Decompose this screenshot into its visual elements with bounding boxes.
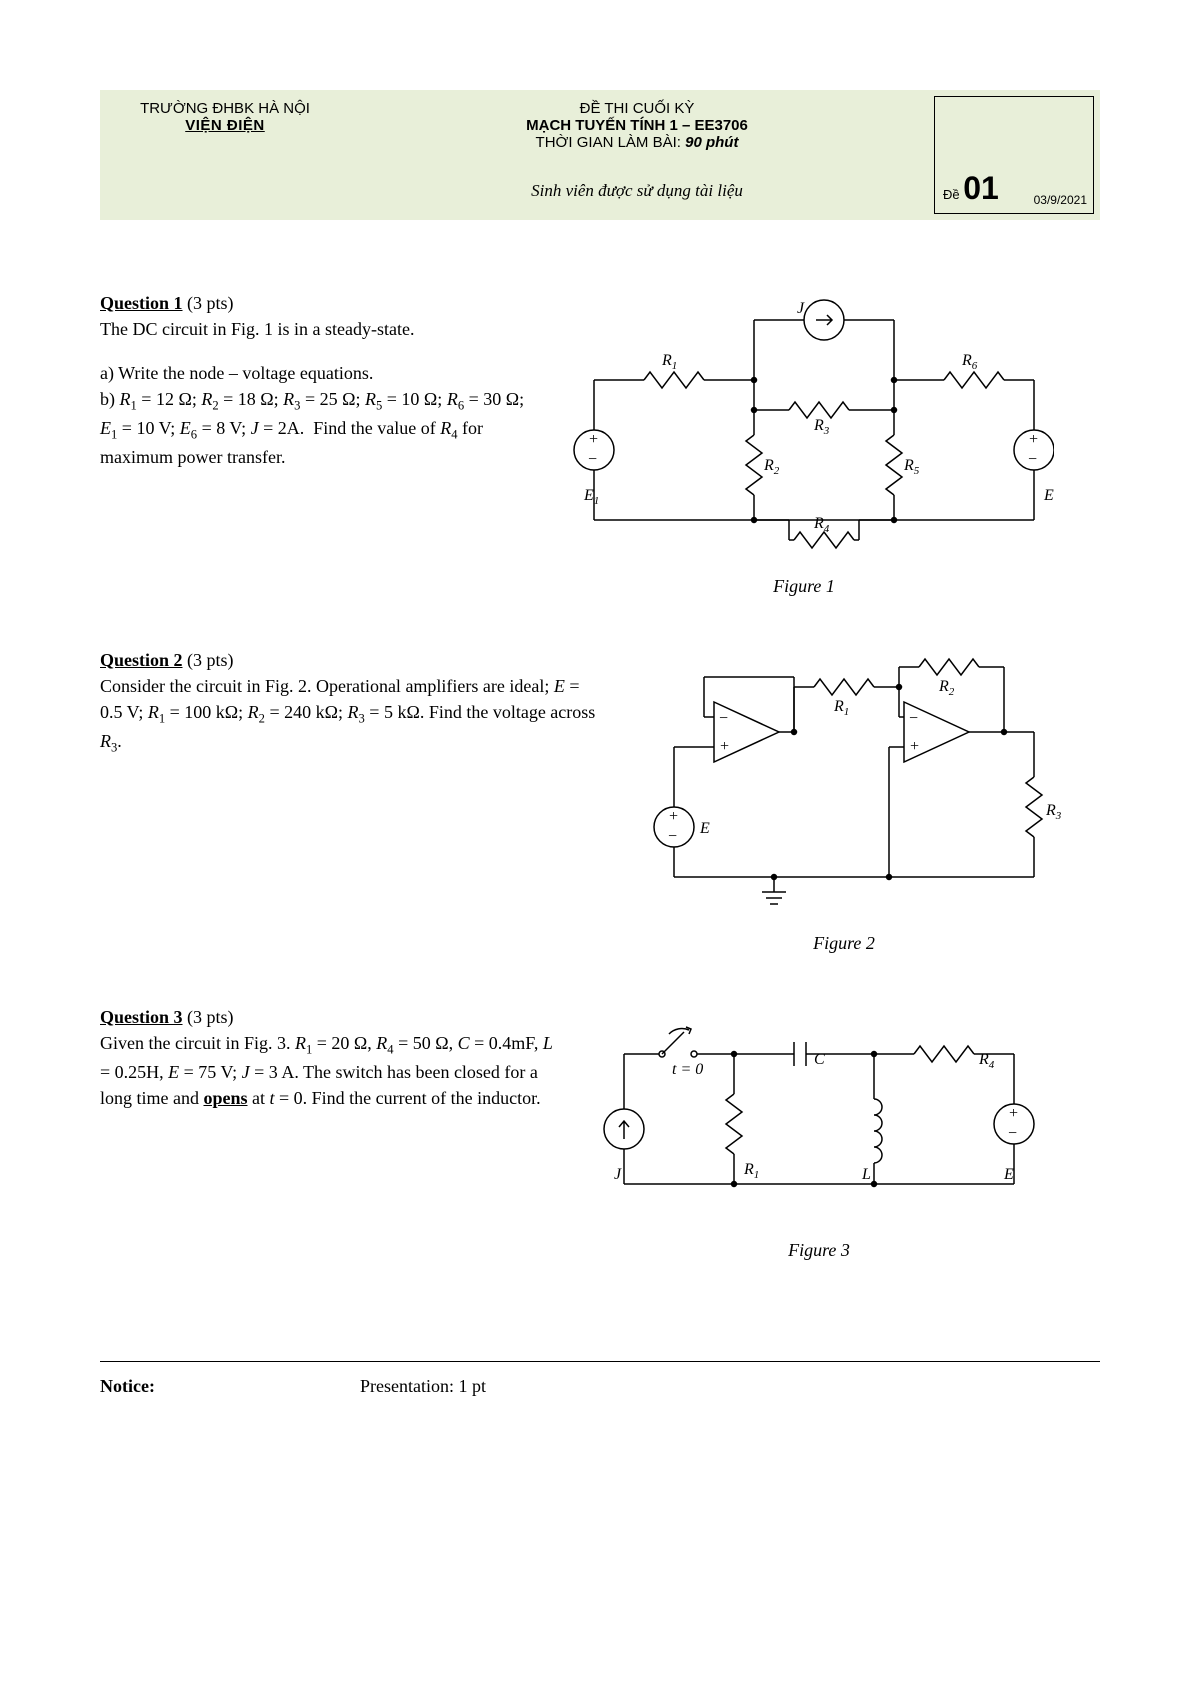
exam-page: TRƯỜNG ĐHBK HÀ NỘI VIỆN ĐIỆN ĐỀ THI CUỐI… [0, 0, 1200, 1457]
svg-text:L: L [861, 1166, 871, 1183]
figure-3-caption: Figure 3 [584, 1240, 1054, 1261]
header-left: TRƯỜNG ĐHBK HÀ NỘI VIỆN ĐIỆN [100, 90, 340, 220]
svg-text:+: + [668, 808, 679, 825]
question-2: Question 2 (3 pts) Consider the circuit … [100, 647, 1100, 954]
svg-text:R2: R2 [763, 457, 780, 477]
q1-points: (3 pts) [187, 293, 234, 313]
question-1: Question 1 (3 pts) The DC circuit in Fig… [100, 290, 1100, 597]
svg-text:−: − [909, 710, 918, 727]
q1-text: Question 1 (3 pts) The DC circuit in Fig… [100, 290, 530, 470]
svg-text:R1: R1 [743, 1161, 759, 1181]
svg-text:J: J [797, 300, 805, 317]
figure-1-caption: Figure 1 [554, 576, 1054, 597]
svg-text:E1: E1 [583, 487, 599, 507]
svg-text:t = 0: t = 0 [672, 1061, 703, 1078]
q1-line1: The DC circuit in Fig. 1 is in a steady-… [100, 316, 530, 342]
question-3: Question 3 (3 pts) Given the circuit in … [100, 1004, 1100, 1261]
svg-text:R6: R6 [961, 352, 978, 372]
svg-text:J: J [614, 1166, 622, 1183]
presentation-note: Presentation: 1 pt [360, 1376, 486, 1397]
school-name: TRƯỜNG ĐHBK HÀ NỘI [110, 100, 340, 117]
q3-text: Question 3 (3 pts) Given the circuit in … [100, 1004, 560, 1111]
svg-text:R4: R4 [813, 515, 830, 535]
svg-text:R2: R2 [938, 678, 955, 698]
exam-number: Đề 01 [943, 170, 999, 207]
svg-text:+: + [909, 738, 920, 755]
materials-note: Sinh viên được sử dụng tài liệu [340, 181, 934, 201]
svg-text:−: − [588, 451, 597, 468]
header-banner: TRƯỜNG ĐHBK HÀ NỘI VIỆN ĐIỆN ĐỀ THI CUỐI… [100, 90, 1100, 220]
q1-part-a: a) Write the node – voltage equations. [100, 360, 530, 386]
figure-2-circuit: + − E − + [624, 647, 1064, 927]
figure-2-box: + − E − + [624, 647, 1064, 954]
svg-text:+: + [719, 738, 730, 755]
q2-body: Consider the circuit in Fig. 2. Operatio… [100, 673, 600, 757]
exam-no-prefix: Đề [943, 187, 960, 202]
q3-label: Question 3 [100, 1007, 183, 1027]
course-title: MẠCH TUYẾN TÍNH 1 – EE3706 [340, 117, 934, 134]
figure-2-caption: Figure 2 [624, 933, 1064, 954]
dept-name: VIỆN ĐIỆN [110, 117, 340, 134]
svg-text:R3: R3 [813, 417, 830, 437]
svg-text:+: + [1028, 431, 1039, 448]
svg-text:−: − [719, 710, 728, 727]
figure-1-circuit: + − E1 R1 J [554, 290, 1054, 570]
q2-label: Question 2 [100, 650, 183, 670]
q2-text: Question 2 (3 pts) Consider the circuit … [100, 647, 600, 757]
svg-text:E: E [699, 820, 710, 837]
svg-text:+: + [588, 431, 599, 448]
svg-text:E6: E6 [1043, 487, 1054, 507]
duration-value: 90 phút [685, 134, 738, 151]
q3-points: (3 pts) [187, 1007, 234, 1027]
exam-date: 03/9/2021 [1034, 193, 1087, 207]
svg-text:R5: R5 [903, 457, 920, 477]
notice-label: Notice: [100, 1376, 360, 1397]
svg-text:E: E [1003, 1166, 1014, 1183]
figure-3-box: J t = 0 R1 [584, 1004, 1054, 1261]
q1-label: Question 1 [100, 293, 183, 313]
svg-text:−: − [668, 828, 677, 845]
svg-text:R1: R1 [833, 698, 849, 718]
svg-text:−: − [1008, 1125, 1017, 1142]
exam-title: ĐỀ THI CUỐI KỲ [340, 100, 934, 117]
svg-text:+: + [1008, 1105, 1019, 1122]
svg-text:R1: R1 [661, 352, 677, 372]
q1-part-b: b) R1 = 12 Ω; R2 = 18 Ω; R3 = 25 Ω; R5 =… [100, 386, 530, 470]
figure-1-box: + − E1 R1 J [554, 290, 1054, 597]
header-center: ĐỀ THI CUỐI KỲ MẠCH TUYẾN TÍNH 1 – EE370… [340, 90, 934, 220]
duration-label: THỜI GIAN LÀM BÀI: [536, 134, 681, 151]
q2-points: (3 pts) [187, 650, 234, 670]
svg-text:−: − [1028, 451, 1037, 468]
q3-body: Given the circuit in Fig. 3. R1 = 20 Ω, … [100, 1030, 560, 1111]
exam-number-box: Đề 01 03/9/2021 [934, 96, 1094, 214]
exam-no-value: 01 [963, 170, 999, 206]
footer: Notice: Presentation: 1 pt [100, 1361, 1100, 1397]
svg-text:R3: R3 [1045, 802, 1062, 822]
duration: THỜI GIAN LÀM BÀI: 90 phút [340, 134, 934, 151]
figure-3-circuit: J t = 0 R1 [584, 1004, 1054, 1234]
